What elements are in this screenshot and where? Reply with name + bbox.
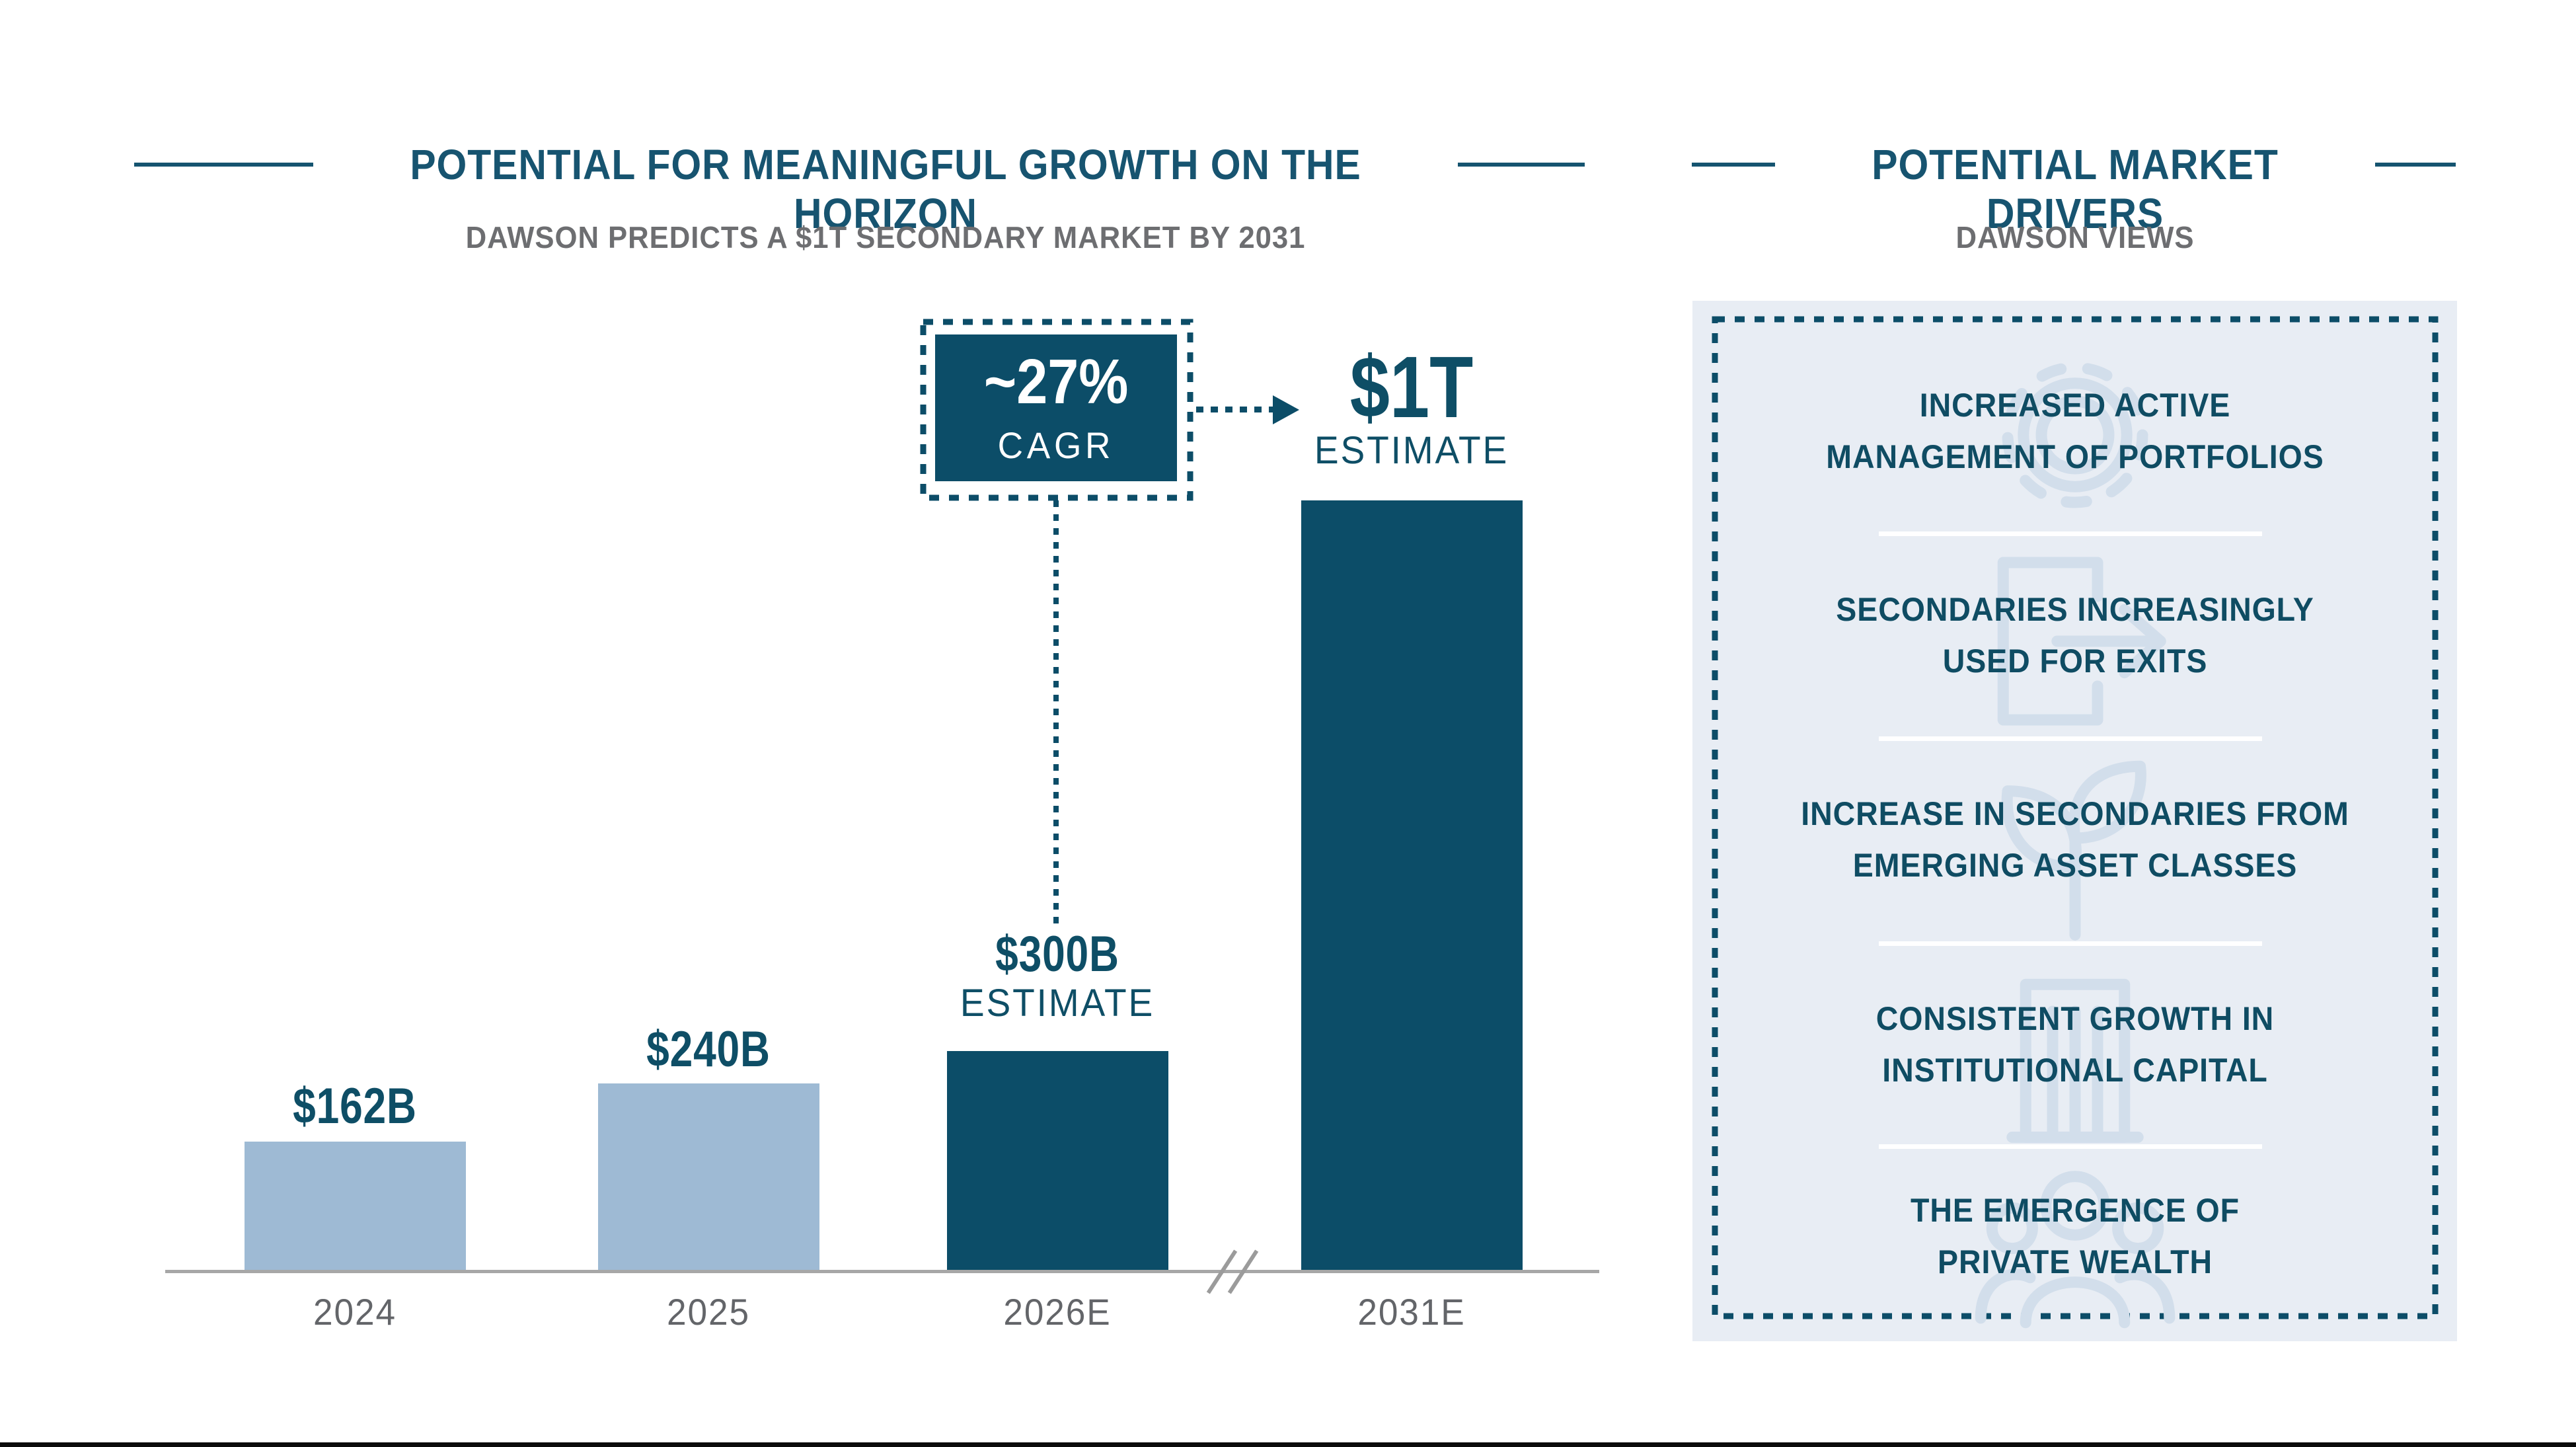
cagr-arrow-head-icon — [1273, 395, 1299, 424]
driver-item-institutional-capital: CONSISTENT GROWTH IN INSTITUTIONAL CAPIT… — [1768, 993, 2382, 1096]
driver-line: INCREASE IN SECONDARIES FROM — [1801, 795, 2349, 832]
driver-divider — [1879, 736, 2262, 741]
right-section-subtitle: DAWSON VIEWS — [1955, 220, 2195, 254]
driver-item-active-management: INCREASED ACTIVE MANAGEMENT OF PORTFOLIO… — [1768, 379, 2382, 483]
x-axis-tick-label: 2025 — [667, 1291, 750, 1333]
driver-line: INCREASED ACTIVE — [1919, 387, 2231, 424]
cagr-callout-box: ~27% CAGR — [935, 334, 1177, 481]
title-rule-right — [1458, 163, 1585, 167]
cagr-dotted-connector-line — [1053, 500, 1059, 927]
driver-line: MANAGEMENT OF PORTFOLIOS — [1826, 438, 2324, 475]
bar-estimate-label: ESTIMATE — [1314, 429, 1509, 472]
cagr-label-text: CAGR — [997, 424, 1115, 466]
driver-line: SECONDARIES INCREASINGLY — [1836, 591, 2314, 628]
bar-value-label: $300B — [995, 926, 1119, 982]
gear-icon — [1963, 323, 2187, 547]
driver-line: PRIVATE WEALTH — [1937, 1243, 2213, 1280]
bar-2026e — [946, 1051, 1168, 1270]
driver-divider — [1879, 941, 2262, 946]
right-section-title: POTENTIAL MARKET DRIVERS — [1872, 141, 2279, 237]
title-rule-left — [134, 163, 313, 167]
sprout-icon — [1963, 737, 2187, 962]
driver-divider — [1879, 1144, 2262, 1149]
driver-line: CONSISTENT GROWTH IN — [1875, 1000, 2275, 1037]
driver-item-private-wealth: THE EMERGENCE OF PRIVATE WEALTH — [1768, 1185, 2382, 1288]
bar-2031e — [1301, 500, 1523, 1270]
bar-value-label: $162B — [293, 1078, 417, 1134]
bar-2025 — [597, 1083, 819, 1270]
driver-item-emerging-assets: INCREASE IN SECONDARIES FROM EMERGING AS… — [1768, 788, 2382, 891]
cagr-dotted-border — [920, 319, 1193, 501]
driver-item-exits: SECONDARIES INCREASINGLY USED FOR EXITS — [1768, 584, 2382, 687]
drivers-rule-left — [1692, 163, 1775, 167]
people-icon — [1963, 1138, 2187, 1363]
bar-value-label: $240B — [646, 1021, 771, 1077]
bar-value-label: $1T — [1349, 338, 1474, 436]
driver-divider — [1879, 531, 2262, 536]
drivers-dotted-border — [1712, 316, 2439, 1319]
bar-2024 — [244, 1142, 466, 1270]
bar-estimate-label: ESTIMATE — [960, 982, 1155, 1025]
driver-line: USED FOR EXITS — [1942, 643, 2208, 680]
x-axis-tick-label: 2026E — [1003, 1291, 1112, 1333]
x-axis-tick-label: 2031E — [1357, 1291, 1466, 1333]
driver-line: THE EMERGENCE OF — [1910, 1192, 2240, 1229]
drivers-rule-right — [2375, 163, 2456, 167]
cagr-arrow-line — [1196, 407, 1273, 412]
driver-line: EMERGING ASSET CLASSES — [1852, 847, 2298, 884]
x-axis-line — [165, 1270, 1599, 1273]
left-section-subtitle: DAWSON PREDICTS A $1T SECONDARY MARKET B… — [465, 220, 1306, 254]
driver-line: INSTITUTIONAL CAPITAL — [1882, 1052, 2268, 1089]
slide-bottom-edge — [0, 1442, 2576, 1447]
building-icon — [1963, 944, 2187, 1169]
exit-door-icon — [1963, 529, 2187, 754]
cagr-rate-text: ~27% — [983, 346, 1129, 417]
left-section-title: POTENTIAL FOR MEANINGFUL GROWTH ON THE H… — [410, 141, 1361, 237]
x-axis-tick-label: 2024 — [313, 1291, 397, 1333]
